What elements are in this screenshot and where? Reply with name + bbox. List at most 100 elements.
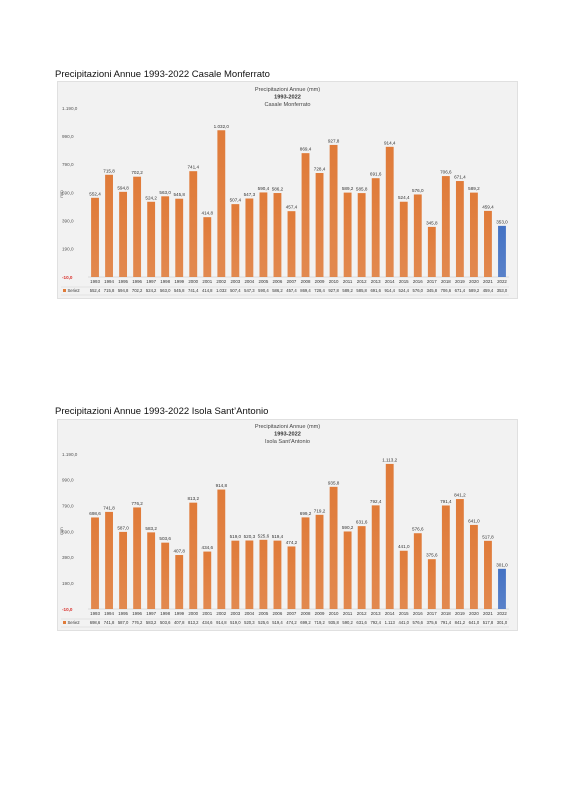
- data-label-2007: 474,2: [286, 540, 298, 545]
- table-value-2016: 576,6: [413, 620, 424, 625]
- data-label-2003: 507,4: [230, 198, 242, 203]
- bar-2003: [231, 540, 240, 609]
- bar-2018: [441, 505, 450, 609]
- x-tick-label: 2021: [483, 611, 493, 616]
- bar-2005: [259, 539, 268, 609]
- data-label-2014: 1.113,2: [382, 457, 397, 462]
- table-value-1994: 715,8: [104, 288, 115, 293]
- bar-2019: [455, 499, 464, 609]
- y-axis-label: mm: [59, 527, 64, 535]
- x-tick-label: 2003: [230, 611, 240, 616]
- data-label-1998: 503,6: [159, 536, 171, 541]
- data-label-1999: 545,8: [173, 192, 185, 197]
- legend-swatch: [63, 621, 66, 624]
- x-tick-label: 2017: [427, 279, 437, 284]
- x-tick-label: 2001: [202, 279, 212, 284]
- bar-2016: [413, 194, 422, 277]
- table-value-2006: 586,2: [272, 288, 283, 293]
- bar-1999: [175, 555, 184, 609]
- table-value-2017: 345,8: [427, 288, 438, 293]
- x-tick-label: 2015: [399, 611, 409, 616]
- data-label-2014: 914,4: [384, 140, 396, 145]
- table-value-2003: 507,4: [230, 288, 241, 293]
- table-value-2017: 375,6: [427, 620, 438, 625]
- data-label-2016: 576,6: [412, 527, 424, 532]
- bar-2006: [273, 540, 282, 609]
- chart-period: 1993-2022: [274, 95, 301, 101]
- x-tick-label: 2003: [230, 279, 240, 284]
- x-tick-label: 2014: [385, 279, 395, 284]
- bar-1999: [175, 198, 184, 277]
- x-tick-label: 1996: [132, 611, 142, 616]
- x-tick-label: 2020: [469, 279, 479, 284]
- table-value-2009: 719,2: [314, 620, 325, 625]
- table-value-1999: 545,8: [174, 288, 185, 293]
- table-value-2005: 525,6: [258, 620, 269, 625]
- table-value-2007: 457,4: [286, 288, 297, 293]
- x-tick-label: 2019: [455, 279, 465, 284]
- data-label-2005: 590,4: [258, 186, 270, 191]
- data-label-2001: 414,8: [202, 211, 214, 216]
- table-value-2010: 927,8: [328, 288, 339, 293]
- x-tick-label: 2013: [371, 611, 381, 616]
- bar-2010: [329, 144, 338, 277]
- table-value-2015: 441,0: [399, 620, 410, 625]
- x-tick-label: 2017: [427, 611, 437, 616]
- x-tick-label: 2021: [483, 279, 493, 284]
- bar-2014: [385, 463, 394, 609]
- data-label-2019: 671,4: [454, 175, 466, 180]
- legend-swatch: [63, 289, 66, 292]
- data-label-1993: 552,4: [89, 191, 101, 196]
- x-tick-label: 2006: [273, 279, 283, 284]
- x-tick-label: 2007: [287, 279, 297, 284]
- table-value-2013: 792,4: [370, 620, 381, 625]
- table-value-2012: 585,8: [356, 288, 367, 293]
- x-tick-label: 2018: [441, 611, 451, 616]
- data-label-1999: 407,8: [173, 549, 185, 554]
- bar-2021: [484, 210, 492, 277]
- y-tick-label: 190,0: [62, 581, 74, 586]
- data-label-2021: 459,4: [482, 204, 494, 209]
- bar-2020: [469, 192, 478, 277]
- x-tick-label: 1999: [174, 279, 184, 284]
- bar-2001: [203, 551, 212, 609]
- table-value-2014: 914,4: [384, 288, 395, 293]
- legend-label: Serie2: [68, 620, 81, 625]
- x-tick-label: 2004: [244, 279, 254, 284]
- chart-title: Precipitazioni Annue (mm): [255, 424, 320, 430]
- table-value-2013: 691,6: [370, 288, 381, 293]
- chart-station: Casale Monferrato: [264, 102, 310, 108]
- bar-1996: [133, 507, 142, 609]
- table-value-2018: 791,4: [441, 620, 452, 625]
- table-value-2021: 459,4: [483, 288, 494, 293]
- bar-2013: [371, 178, 380, 277]
- bar-2014: [385, 146, 394, 277]
- table-value-2020: 641,0: [469, 620, 480, 625]
- bar-2009: [315, 514, 324, 609]
- x-tick-label: 2016: [413, 611, 423, 616]
- table-value-2002: 1.032: [216, 288, 227, 293]
- bar-2011: [343, 192, 352, 277]
- legend-label: Serie2: [68, 288, 81, 293]
- bar-1997: [147, 201, 156, 277]
- x-tick-label: 2015: [399, 279, 409, 284]
- data-label-1997: 524,2: [145, 195, 157, 200]
- data-label-2017: 345,8: [426, 220, 438, 225]
- x-tick-label: 2012: [357, 279, 367, 284]
- data-label-2009: 719,2: [314, 508, 326, 513]
- bar-1994: [105, 511, 113, 609]
- x-tick-label: 2022: [497, 611, 507, 616]
- data-label-2010: 935,8: [328, 480, 340, 485]
- y-tick-label: 390,0: [62, 218, 74, 223]
- table-value-2010: 935,8: [328, 620, 339, 625]
- x-tick-label: 1995: [118, 279, 128, 284]
- x-tick-label: 2002: [216, 611, 226, 616]
- x-tick-label: 2002: [216, 279, 226, 284]
- chart-svg-isola: Precipitazioni Annue (mm) 1993-2022Isola …: [59, 424, 509, 628]
- x-tick-label: 1996: [132, 279, 142, 284]
- x-tick-label: 1995: [118, 611, 128, 616]
- x-tick-label: 1997: [146, 279, 156, 284]
- table-value-2004: 547,3: [244, 288, 255, 293]
- table-value-1993: 552,4: [90, 288, 101, 293]
- bar-2013: [371, 505, 380, 609]
